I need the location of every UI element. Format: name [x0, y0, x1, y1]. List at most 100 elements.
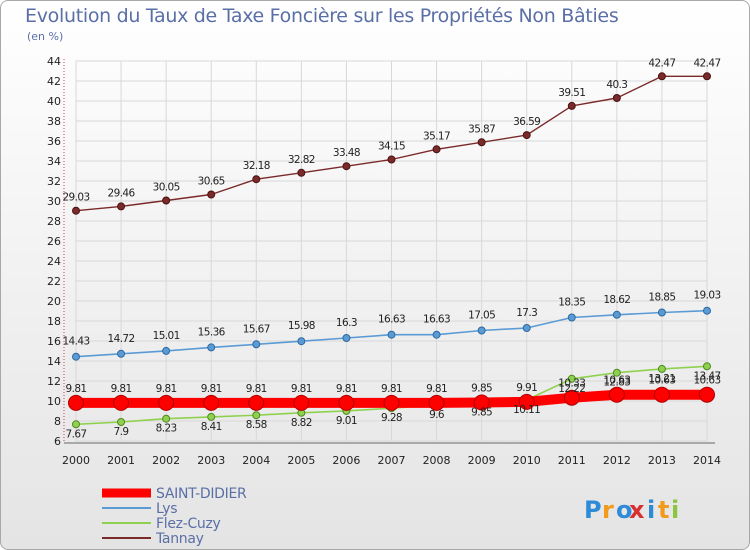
data-label: 34.15	[378, 141, 405, 153]
x-tick-label: 2013	[648, 454, 676, 467]
data-point	[252, 411, 261, 420]
data-label: 40.3	[606, 79, 627, 91]
data-point	[72, 420, 80, 429]
data-label: 14.72	[108, 333, 135, 345]
x-tick-label: 2008	[423, 454, 451, 467]
data-point	[699, 386, 715, 403]
legend-item: Flez-Cuzy	[102, 516, 221, 532]
y-tick-label: 14	[47, 355, 61, 368]
series-saint-didier	[68, 386, 715, 411]
data-label: 15.36	[198, 326, 226, 338]
data-point	[653, 386, 670, 403]
data-label: 36.59	[513, 116, 540, 128]
data-point	[387, 155, 396, 164]
data-point	[207, 190, 216, 199]
data-point	[338, 394, 355, 411]
data-label: 35.87	[468, 123, 495, 135]
data-point	[567, 313, 576, 322]
x-tick-label: 2007	[378, 454, 406, 467]
x-tick-label: 2001	[107, 454, 135, 467]
data-label: 9.85	[471, 383, 492, 395]
data-label: 29.03	[62, 192, 89, 204]
data-label: 9.81	[111, 383, 132, 395]
data-label: 30.05	[153, 182, 180, 194]
data-point	[567, 374, 576, 383]
logo-letter: i	[647, 496, 655, 524]
data-label: 9.28	[381, 412, 402, 424]
y-tick-label: 10	[47, 395, 61, 408]
data-point	[703, 72, 711, 81]
data-point	[162, 346, 171, 355]
data-label: 16.63	[378, 314, 405, 326]
logo-letter: i	[671, 496, 679, 524]
data-point	[612, 368, 621, 377]
data-point	[342, 334, 351, 342]
y-tick-label: 34	[47, 155, 61, 168]
y-tick-label: 38	[47, 115, 61, 128]
logo-letter: x	[629, 496, 645, 524]
data-label: 29.46	[108, 187, 136, 199]
data-point	[522, 324, 531, 332]
y-tick-label: 20	[47, 295, 61, 308]
y-tick-label: 42	[47, 75, 61, 88]
data-label: 32.82	[288, 154, 315, 166]
y-tick-label: 28	[47, 215, 61, 228]
data-label: 10.63	[648, 375, 675, 387]
data-point	[162, 414, 171, 423]
legend-label: Lys	[156, 501, 177, 517]
data-point	[703, 306, 711, 315]
data-label: 10.63	[603, 375, 630, 387]
data-point	[117, 349, 126, 358]
data-label: 9.81	[66, 383, 87, 395]
data-point	[473, 394, 490, 411]
data-point	[432, 145, 441, 154]
data-point	[252, 175, 261, 184]
data-point	[117, 202, 126, 211]
data-point	[387, 330, 396, 339]
data-label: 9.85	[471, 407, 492, 419]
data-label: 7.9	[114, 426, 129, 438]
y-tick-label: 16	[47, 335, 61, 348]
y-tick-label: 26	[47, 235, 61, 248]
data-label: 9.81	[246, 383, 267, 395]
data-point	[428, 394, 445, 411]
data-label: 14.43	[62, 336, 89, 348]
x-tick-label: 2000	[62, 454, 90, 467]
data-label: 9.6	[429, 409, 445, 421]
data-label: 15.67	[243, 323, 270, 335]
data-label: 8.82	[291, 417, 312, 429]
data-point	[477, 326, 486, 335]
data-point	[518, 393, 535, 410]
data-label: 16.3	[336, 317, 357, 329]
y-tick-label: 32	[47, 175, 61, 188]
data-label: 16.63	[423, 314, 450, 326]
data-label: 39.51	[558, 87, 585, 99]
data-label: 15.01	[153, 330, 180, 342]
logo-letter: r	[602, 496, 614, 524]
legend-label: SAINT-DIDIER	[156, 486, 247, 502]
data-label: 32.18	[243, 160, 270, 172]
x-tick-label: 2012	[603, 454, 631, 467]
data-point	[207, 412, 216, 421]
data-point	[248, 394, 265, 411]
legend-item: Lys	[102, 501, 178, 517]
chart-subtitle: (en %)	[27, 30, 64, 43]
legend-item: SAINT-DIDIER	[102, 486, 247, 502]
y-tick-label: 36	[47, 135, 61, 148]
data-point	[342, 162, 351, 171]
data-label: 8.23	[156, 423, 177, 435]
data-point	[703, 362, 711, 371]
x-tick-label: 2011	[558, 454, 586, 467]
data-label: 42.47	[648, 57, 675, 69]
x-tick-label: 2010	[513, 454, 541, 467]
data-point	[657, 72, 666, 81]
data-point	[522, 131, 531, 140]
data-point	[612, 310, 621, 319]
data-point	[297, 337, 306, 346]
x-tick-label: 2014	[693, 454, 721, 467]
data-label: 19.03	[693, 290, 720, 302]
data-point	[563, 389, 580, 406]
x-tick-label: 2009	[468, 454, 496, 467]
